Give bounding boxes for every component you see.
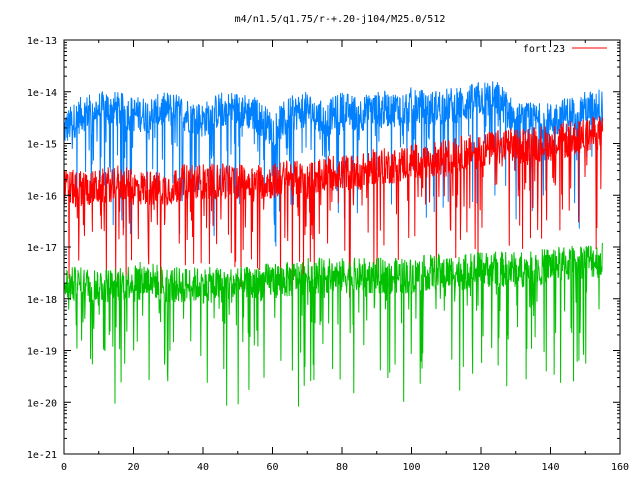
legend: fort.23 xyxy=(523,44,607,55)
y-tick-label: 1e-19 xyxy=(27,347,57,358)
y-tick-label: 1e-21 xyxy=(27,450,57,461)
legend-label: fort.23 xyxy=(523,44,565,55)
x-tick-label: 120 xyxy=(472,462,490,473)
x-tick-label: 60 xyxy=(266,462,278,473)
axes-layer: 0 20 40 60 80 100 120 140 160 1e-21 1e-20 1e-19 1e-1… xyxy=(27,36,629,473)
y-tick-label: 1e-15 xyxy=(27,140,57,151)
y-tick-label: 1e-16 xyxy=(27,191,57,202)
x-tick-label: 100 xyxy=(402,462,420,473)
y-tick-label: 1e-20 xyxy=(27,398,57,409)
x-tick-label: 20 xyxy=(127,462,139,473)
x-tick-label: 0 xyxy=(61,462,67,473)
y-tick-label: 1e-18 xyxy=(27,295,57,306)
x-tick-label: 80 xyxy=(336,462,348,473)
x-tick-label: 40 xyxy=(197,462,209,473)
series-layer xyxy=(63,81,604,407)
chart-title: m4/n1.5/q1.75/r-+.20-j104/M25.0/512 xyxy=(235,14,446,25)
y-tick-label: 1e-13 xyxy=(27,36,57,47)
x-tick-label: 140 xyxy=(541,462,559,473)
y-tick-label: 1e-17 xyxy=(27,243,57,254)
series-line-0 xyxy=(63,81,604,247)
series-line-2 xyxy=(63,242,604,407)
y-tick-label: 1e-14 xyxy=(27,88,57,99)
x-tick-label: 160 xyxy=(611,462,629,473)
series-line-1 xyxy=(63,116,604,306)
